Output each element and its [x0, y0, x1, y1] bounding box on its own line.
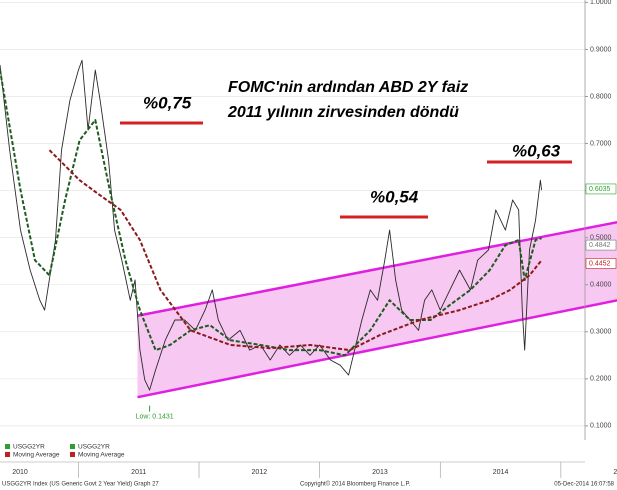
channel-line: [137, 220, 617, 317]
legend-label: Moving Average: [13, 452, 60, 459]
last-value-label: 0.4452: [589, 260, 611, 267]
annotation: %0,75: [143, 93, 192, 112]
y-tick-label: 1.0000: [590, 0, 612, 6]
last-value-box: [585, 239, 617, 251]
y-tick-label: 0.3000: [590, 329, 612, 336]
x-tick-label: 2015: [613, 469, 617, 476]
legend-label: USGG2YR: [78, 444, 110, 451]
y-tick-label: 0.4000: [590, 282, 612, 289]
annotation: %0,54: [370, 187, 419, 206]
y-tick-label: 0.8000: [590, 93, 612, 100]
chart-title: 2011 yılının zirvesinden döndü: [227, 104, 459, 121]
footer: USGG2YR Index (US Generic Govt 2 Year Yi…: [2, 482, 159, 488]
y-tick-label: 0.9000: [590, 46, 612, 53]
legend-swatch: [5, 444, 10, 449]
series-line: [0, 59, 543, 391]
last-value-label: 0.6035: [589, 186, 611, 193]
legend-label: Moving Average: [78, 452, 125, 459]
y-tick-label: 0.2000: [590, 376, 612, 383]
channel-fill: [137, 222, 617, 398]
legend-label: USGG2YR: [13, 444, 45, 451]
last-value-label: 0.4842: [589, 242, 611, 249]
low-label: Low: 0.1431: [136, 413, 174, 420]
y-tick-label: 0.1000: [590, 423, 612, 430]
x-tick-label: 2011: [131, 469, 146, 476]
footer: 05-Dec-2014 16:07:58: [554, 482, 614, 488]
y-tick-label: 0.5000: [590, 234, 612, 241]
y-tick-label: 0.7000: [590, 140, 612, 147]
channel-line: [137, 299, 617, 399]
legend-swatch: [5, 452, 10, 457]
last-value-box: [585, 258, 617, 269]
chart-title: FOMC'nin ardından ABD 2Y faiz: [228, 79, 468, 96]
x-tick-label: 2012: [252, 469, 268, 476]
series-line: [48, 149, 543, 352]
x-tick-label: 2013: [372, 469, 388, 476]
x-tick-label: 2010: [12, 469, 28, 476]
x-tick-label: 2014: [493, 469, 509, 476]
legend-swatch: [70, 452, 75, 457]
series-line: [0, 69, 542, 357]
legend-swatch: [70, 444, 75, 449]
last-value-box: [585, 183, 617, 195]
footer: Copyright© 2014 Bloomberg Finance L.P.: [300, 481, 411, 488]
annotation: %0,63: [512, 141, 561, 160]
